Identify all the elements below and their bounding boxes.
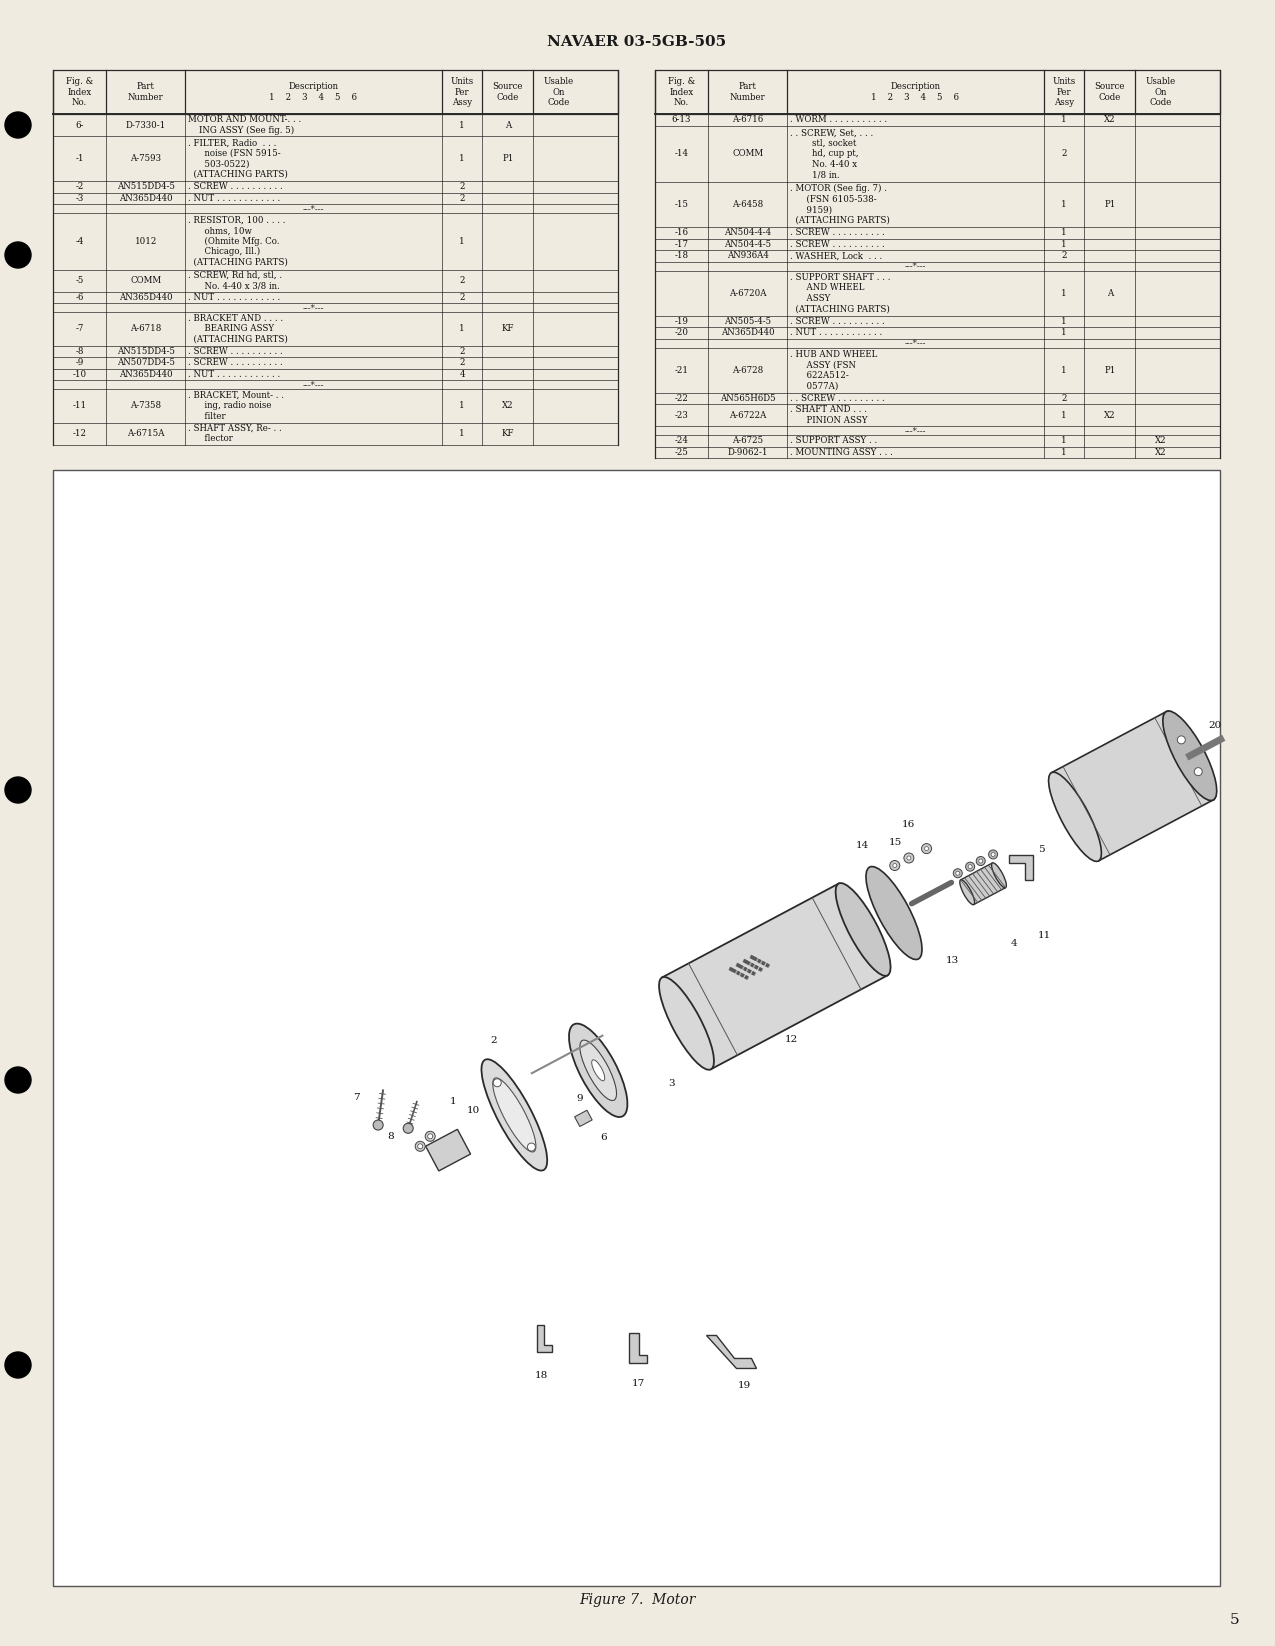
- Text: 6-: 6-: [75, 120, 84, 130]
- Text: AN505-4-5: AN505-4-5: [724, 316, 771, 326]
- Text: P1: P1: [1104, 365, 1116, 375]
- Text: 2: 2: [1061, 150, 1067, 158]
- Text: AN365D440: AN365D440: [720, 328, 774, 337]
- Text: 18: 18: [536, 1371, 548, 1379]
- Text: -18: -18: [674, 252, 688, 260]
- Text: 13: 13: [946, 956, 959, 965]
- Text: X2: X2: [502, 402, 514, 410]
- Text: X2: X2: [1155, 436, 1167, 446]
- Text: -11: -11: [73, 402, 87, 410]
- Text: . WORM . . . . . . . . . . .: . WORM . . . . . . . . . . .: [790, 115, 887, 123]
- Text: D-7330-1: D-7330-1: [125, 120, 166, 130]
- Text: P1: P1: [1104, 201, 1116, 209]
- Text: 2: 2: [459, 359, 465, 367]
- Text: A-6728: A-6728: [732, 365, 764, 375]
- Text: . SCREW . . . . . . . . . .: . SCREW . . . . . . . . . .: [790, 229, 885, 237]
- Circle shape: [416, 1141, 425, 1151]
- Ellipse shape: [835, 882, 890, 976]
- Text: -4: -4: [75, 237, 84, 245]
- Circle shape: [956, 871, 960, 876]
- Circle shape: [5, 1067, 31, 1093]
- Text: ---*---: ---*---: [302, 380, 324, 388]
- Text: 7: 7: [353, 1093, 360, 1101]
- Text: ---*---: ---*---: [905, 262, 926, 270]
- Circle shape: [922, 844, 932, 854]
- Text: A-6716: A-6716: [732, 115, 764, 123]
- Text: . MOUNTING ASSY . . .: . MOUNTING ASSY . . .: [790, 448, 892, 456]
- Text: KF: KF: [501, 430, 514, 438]
- Text: 1: 1: [1061, 288, 1067, 298]
- Bar: [655, 71, 1220, 114]
- Text: 1: 1: [1061, 436, 1067, 446]
- Text: 1: 1: [1061, 316, 1067, 326]
- Text: 2: 2: [1061, 252, 1067, 260]
- Text: -9: -9: [75, 359, 84, 367]
- Text: -8: -8: [75, 347, 84, 356]
- Text: AN507DD4-5: AN507DD4-5: [116, 359, 175, 367]
- Ellipse shape: [482, 1060, 547, 1170]
- Text: . NUT . . . . . . . . . . . .: . NUT . . . . . . . . . . . .: [189, 194, 280, 202]
- Text: -14: -14: [674, 150, 688, 158]
- Text: Description
1    2    3    4    5    6: Description 1 2 3 4 5 6: [872, 82, 960, 102]
- Text: . SHAFT ASSY, Re- . .
      flector: . SHAFT ASSY, Re- . . flector: [189, 423, 282, 443]
- Text: Part
Number: Part Number: [128, 82, 163, 102]
- Text: 17: 17: [632, 1379, 645, 1388]
- Text: 2: 2: [1061, 393, 1067, 403]
- Text: 2: 2: [459, 347, 465, 356]
- Text: 3: 3: [668, 1080, 674, 1088]
- Circle shape: [954, 869, 963, 877]
- Ellipse shape: [1048, 772, 1102, 861]
- Text: 1: 1: [1061, 240, 1067, 249]
- Text: ---*---: ---*---: [905, 339, 926, 347]
- Text: . SUPPORT ASSY . .: . SUPPORT ASSY . .: [790, 436, 877, 446]
- Text: -3: -3: [75, 194, 84, 202]
- Text: 11: 11: [1038, 932, 1051, 940]
- Circle shape: [5, 242, 31, 268]
- Ellipse shape: [1163, 711, 1216, 800]
- Text: COMM: COMM: [130, 277, 161, 285]
- Text: 9: 9: [576, 1095, 583, 1103]
- Circle shape: [374, 1119, 382, 1131]
- Text: A-7593: A-7593: [130, 155, 161, 163]
- Text: X2: X2: [1104, 115, 1116, 123]
- Text: -6: -6: [75, 293, 84, 301]
- Circle shape: [968, 864, 972, 869]
- Text: 4: 4: [459, 370, 465, 379]
- Text: 6-13: 6-13: [672, 115, 691, 123]
- Text: 2: 2: [459, 183, 465, 191]
- Circle shape: [418, 1144, 423, 1149]
- Text: 1: 1: [1061, 410, 1067, 420]
- Text: -24: -24: [674, 436, 688, 446]
- Ellipse shape: [592, 1060, 604, 1081]
- Text: 1: 1: [450, 1096, 456, 1106]
- Polygon shape: [1009, 854, 1033, 881]
- Text: . . SCREW . . . . . . . . .: . . SCREW . . . . . . . . .: [790, 393, 885, 403]
- Text: Description
1    2    3    4    5    6: Description 1 2 3 4 5 6: [269, 82, 357, 102]
- Text: 19: 19: [738, 1381, 751, 1389]
- Text: -7: -7: [75, 324, 84, 332]
- Text: -10: -10: [73, 370, 87, 379]
- Text: . FILTER, Radio  . . .
      noise (FSN 5915-
      503-0522)
  (ATTACHING PARTS: . FILTER, Radio . . . noise (FSN 5915- 5…: [189, 138, 288, 179]
- Text: A-6722A: A-6722A: [729, 410, 766, 420]
- Text: 5: 5: [1230, 1613, 1239, 1626]
- Text: -5: -5: [75, 277, 84, 285]
- Text: . WASHER, Lock  . . .: . WASHER, Lock . . .: [790, 252, 882, 260]
- Text: AN365D440: AN365D440: [119, 293, 172, 301]
- Text: 16: 16: [901, 820, 914, 828]
- Text: . SCREW, Rd hd, stl, .
      No. 4-40 x 3/8 in.: . SCREW, Rd hd, stl, . No. 4-40 x 3/8 in…: [189, 272, 282, 290]
- Circle shape: [528, 1142, 536, 1151]
- Text: AN515DD4-5: AN515DD4-5: [116, 183, 175, 191]
- Ellipse shape: [659, 978, 714, 1070]
- Text: A-6720A: A-6720A: [729, 288, 766, 298]
- Text: -2: -2: [75, 183, 84, 191]
- Circle shape: [5, 112, 31, 138]
- Circle shape: [1177, 736, 1186, 744]
- Text: . SCREW . . . . . . . . . .: . SCREW . . . . . . . . . .: [189, 347, 283, 356]
- Text: ■■■■■: ■■■■■: [741, 956, 764, 973]
- Text: -15: -15: [674, 201, 688, 209]
- Text: . BRACKET AND . . . .
      BEARING ASSY
  (ATTACHING PARTS): . BRACKET AND . . . . BEARING ASSY (ATTA…: [189, 314, 288, 344]
- Circle shape: [892, 864, 896, 867]
- Text: 2: 2: [491, 1035, 497, 1045]
- Text: 4: 4: [1010, 938, 1017, 948]
- Text: -19: -19: [674, 316, 688, 326]
